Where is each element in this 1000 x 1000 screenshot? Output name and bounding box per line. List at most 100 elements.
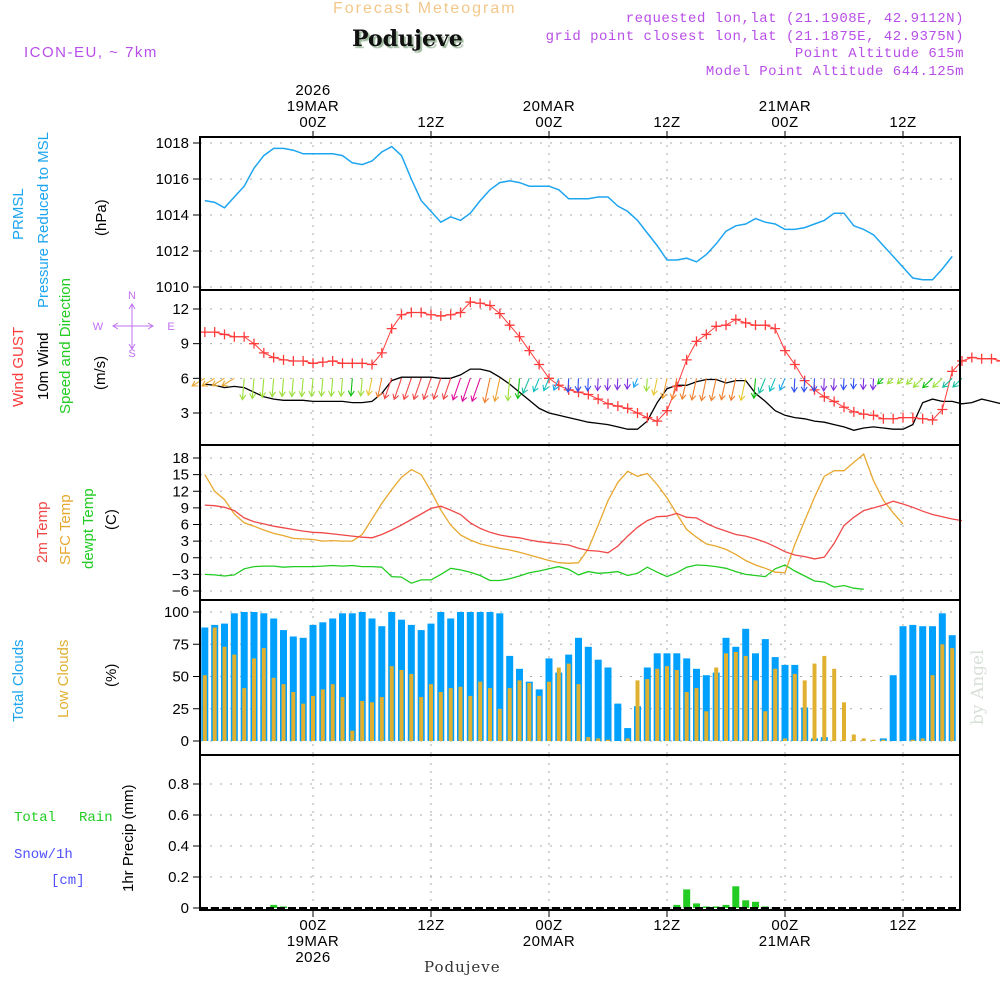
gust-marker [465,297,476,308]
rain-bar [722,904,730,908]
low-clouds-bar [478,681,483,741]
wind-direction-arrow [412,378,422,401]
low-clouds-bar [724,653,728,741]
model-label: ICON-EU, ~ 7km [24,44,158,61]
footer-location: Podujeve [424,958,501,976]
low-clouds-bar [684,692,689,741]
wind-direction-arrow [768,378,776,393]
total-clouds-bar [466,612,474,741]
gust-marker [829,396,840,407]
gust-marker [986,353,997,364]
low-clouds-bar [920,738,925,741]
wind-direction-arrow [689,378,698,402]
gust-marker [367,359,377,370]
total-clouds-bar [909,624,917,741]
total-clouds-bar [348,613,356,741]
low-clouds-bar [330,684,335,741]
low-clouds-bar [881,739,886,741]
y-tick-label: 6 [181,370,189,387]
y-tick-label: 3 [181,405,189,422]
wind-direction-arrow [820,378,828,392]
low-clouds-bar [645,679,650,741]
total-clouds-bar [496,613,504,741]
gust-marker [996,360,1000,362]
rain-bar [683,889,691,908]
gust-marker [652,416,663,427]
wind-direction-arrow [365,378,373,397]
low-clouds-bar [763,711,768,741]
y-tick-label: 9 [181,336,189,353]
low-clouds-bar [733,652,738,741]
wind-direction-arrow [942,377,953,389]
y-tick-label: 100 [164,604,189,621]
bottom-axis-label: 2026 [295,949,330,966]
rain-bar [732,886,740,908]
compass-e: E [167,321,174,333]
total-clouds-bar [289,636,297,741]
pressure-line [204,145,953,281]
y-tick-label: 75 [172,636,189,653]
low-clouds-bar [527,683,532,741]
gust-marker [898,412,908,423]
bottom-axis-label: 00Z [771,917,798,934]
low-clouds-bar [389,666,394,741]
gust-marker [701,329,712,340]
gust-marker [740,317,751,328]
y-tick-label: 0.4 [168,838,189,855]
low-clouds-bar [930,675,935,741]
total-clouds-bar [702,675,710,741]
wind-direction-arrow [402,378,412,401]
top-axis-label: 19MAR [287,98,340,115]
rain-label-rain: Rain [79,810,113,826]
gust-marker [475,298,486,309]
y-tick-label: 0 [181,900,189,917]
total-clouds-bar [889,675,897,741]
top-axis-label: 2026 [295,82,330,99]
total-clouds-bar [437,612,445,741]
wind-direction-arrow [660,378,668,400]
gust-marker [435,310,446,321]
low-clouds-bar [694,688,699,741]
dewpoint-line [204,564,864,590]
wind-direction-arrow [357,378,365,397]
wind-direction-arrow [757,378,766,395]
gust-marker [730,314,741,325]
bottom-axis-label: 21MAR [759,933,812,950]
y-tick-label: 0.2 [168,869,189,886]
gust-marker [278,354,289,365]
wind-direction-arrow [738,378,747,402]
total-clouds-bar [781,664,789,741]
low-clouds-bar [212,627,217,741]
compass-s: S [128,348,135,360]
gust-marker [612,401,623,412]
wind-direction-arrow [347,378,355,397]
compass-w: W [93,321,104,333]
low-clouds-bar [586,737,591,741]
total-clouds-bar [358,612,366,741]
total-clouds-bar [299,637,307,741]
low-clouds-bar [320,689,325,741]
low-clouds-bar [704,711,709,741]
wind-direction-arrow [441,378,452,401]
low-clouds-bar [261,648,266,741]
wind-direction-arrow [191,377,206,387]
wind-direction-arrow [718,378,727,401]
low-clouds-bar [370,702,374,741]
y-tick-label: −6 [172,583,189,600]
low-clouds-bar [419,697,424,741]
gust-marker [711,321,722,332]
wind-direction-arrow [492,378,501,403]
low-clouds-bar [379,697,384,741]
gust-marker [888,413,899,424]
gust-marker [858,409,869,420]
low-clouds-bar [448,688,453,741]
low-clouds-bar [556,667,561,741]
gust-marker [396,309,407,320]
top-axis-label: 21MAR [759,98,812,115]
wind-direction-arrow [375,378,383,399]
low-clouds-bar [429,684,433,741]
low-clouds-bar [566,663,571,741]
grid-point-coords: grid point closest lon,lat (21.1875E, 42… [545,29,964,45]
point-altitude: Point Altitude 615m [794,46,964,62]
low-clouds-bar [625,738,630,741]
